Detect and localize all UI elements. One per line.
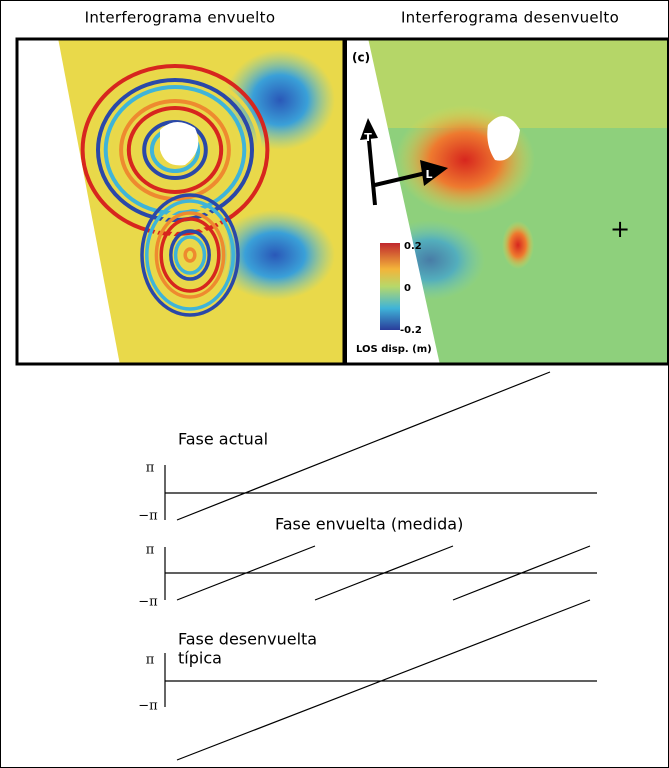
panel-title: Interferograma desenvuelto — [401, 9, 619, 27]
colorbar-label: LOS disp. (m) — [356, 344, 432, 355]
colorbar — [380, 243, 400, 330]
plot-label: Fase actual — [178, 430, 268, 449]
pi-label: −π — [138, 699, 158, 714]
arrow-label: T — [364, 131, 372, 144]
blob — [502, 221, 534, 269]
pi-label: −π — [138, 509, 158, 524]
blob — [395, 105, 535, 215]
panel-label: (c) — [352, 51, 370, 65]
phase-diagram: Fase actual π −π Fase envuelta (medida) … — [138, 372, 597, 760]
background — [344, 38, 669, 128]
arrow-label: L — [425, 168, 432, 181]
colorbar-tick: 0.2 — [404, 241, 422, 252]
plot-label: típica — [178, 649, 222, 668]
phase-lines — [165, 546, 597, 600]
colorbar-tick: 0 — [404, 283, 411, 294]
wrapped-interferogram — [16, 38, 345, 365]
panel-title: Interferograma envuelto — [85, 9, 276, 27]
pi-label: −π — [138, 595, 158, 610]
figure: Interferograma envuelto Interferograma d… — [0, 0, 669, 768]
pi-label: π — [146, 461, 155, 476]
plot-label: Fase envuelta (medida) — [275, 515, 463, 534]
pi-label: π — [146, 543, 155, 558]
marker: + — [610, 215, 630, 243]
phase-lines — [165, 600, 597, 760]
colorbar-tick: -0.2 — [400, 325, 422, 336]
plot-label: Fase desenvuelta — [178, 630, 317, 649]
unwrapped-interferogram — [344, 38, 669, 365]
pi-label: π — [146, 653, 155, 668]
